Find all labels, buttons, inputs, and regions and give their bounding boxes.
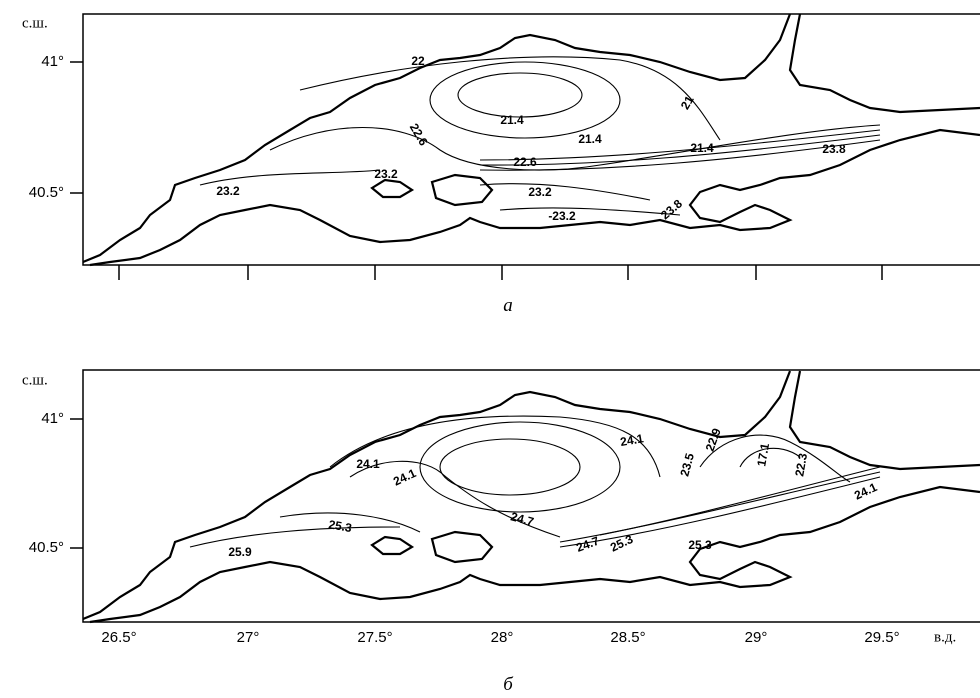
contour-label: 25.9 <box>228 545 252 559</box>
contour-label: 17.1 <box>754 442 772 468</box>
contour-label: 22.9 <box>703 426 724 453</box>
lon-tick-label: 26.5° <box>101 629 136 646</box>
contour-label: 24.1 <box>391 466 418 489</box>
lon-tick-label: 29.5° <box>864 629 899 646</box>
lon-tick-label: 27° <box>237 629 260 646</box>
lon-tick-label: 27.5° <box>357 629 392 646</box>
contour-label: 25.3 <box>688 538 712 552</box>
contour-label: 24.7 <box>574 534 601 555</box>
contour-label: 24.7 <box>509 509 535 529</box>
lat-tick-label: 40.5° <box>29 539 64 556</box>
lon-tick-labels: 26.5° 27° 27.5° 28° 28.5° 29° 29.5° <box>101 629 899 646</box>
contour-label: 21.4 <box>500 113 524 127</box>
contour-label: 22 <box>411 54 425 68</box>
contour-label: 24.1 <box>619 431 645 449</box>
ticks <box>70 419 83 548</box>
panel-b: с.ш. 41° 40.5° 24.1 24.1 24.1 23.5 22.9 … <box>22 370 980 695</box>
contour-label: 22.3 <box>792 452 810 478</box>
lat-unit: с.ш. <box>22 372 48 388</box>
lon-tick-label: 29° <box>745 629 768 646</box>
lat-tick-label: 40.5° <box>29 184 64 201</box>
contour-label: 25.3 <box>327 517 353 535</box>
lat-unit: с.ш. <box>22 15 48 31</box>
contour-label: 23.2 <box>528 185 552 199</box>
lon-tick-label: 28° <box>491 629 514 646</box>
caption: б <box>503 674 514 695</box>
caption: а <box>503 295 513 316</box>
contour-label: 23.2 <box>374 167 398 181</box>
contour-label: 24.1 <box>356 457 380 471</box>
contour-label: 23.8 <box>658 196 685 222</box>
contour-label: 22.6 <box>513 155 537 169</box>
coastline <box>83 371 980 622</box>
panel-a: с.ш. 41° 40.5° 22 21.4 21 22.6 21.4 21.4… <box>22 14 980 316</box>
contour-label: 23.5 <box>677 451 697 477</box>
contour-label: 21.4 <box>578 132 602 146</box>
lat-tick-label: 41° <box>41 53 64 70</box>
isolines <box>190 416 880 547</box>
contour-label: 23.2 <box>216 184 240 198</box>
lon-tick-label: 28.5° <box>610 629 645 646</box>
figure: с.ш. 41° 40.5° 22 21.4 21 22.6 21.4 21.4… <box>0 0 980 698</box>
lat-tick-label: 41° <box>41 410 64 427</box>
ticks <box>70 62 882 280</box>
lon-unit: в.д. <box>934 629 956 645</box>
contour-label: 21.4 <box>690 141 714 155</box>
contour-label: 21 <box>678 93 697 112</box>
contour-label: -23.2 <box>548 209 576 223</box>
contour-label: 23.8 <box>822 142 846 156</box>
